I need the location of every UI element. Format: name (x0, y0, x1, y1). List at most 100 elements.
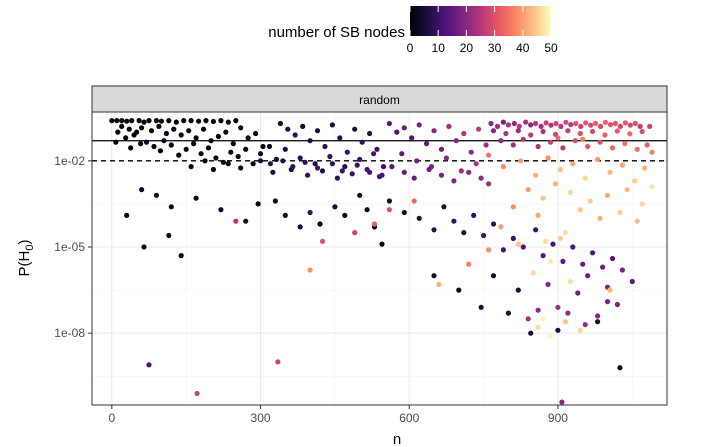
data-point (267, 161, 273, 167)
data-point (139, 125, 145, 131)
data-point (533, 172, 539, 178)
data-point (364, 207, 370, 213)
data-point (515, 287, 521, 293)
data-point (416, 215, 422, 221)
data-point (300, 123, 306, 129)
data-point (545, 281, 551, 287)
data-point (486, 181, 492, 187)
data-point (371, 221, 378, 227)
data-point (327, 153, 333, 160)
data-point (319, 238, 326, 244)
data-point (498, 138, 504, 144)
data-point (136, 118, 142, 124)
data-point (374, 146, 380, 152)
data-point (196, 118, 202, 124)
data-point (582, 322, 588, 328)
data-point (555, 327, 561, 333)
data-point (119, 118, 125, 124)
data-point (305, 172, 311, 178)
data-point (168, 204, 174, 210)
data-point (545, 155, 551, 161)
data-point (228, 149, 234, 155)
data-point (510, 235, 516, 241)
reference-lines (92, 140, 667, 162)
y-axis-title: P(H0) (16, 240, 36, 277)
data-point (210, 166, 216, 173)
data-point (297, 155, 303, 161)
data-point (634, 218, 640, 224)
data-point (498, 224, 504, 230)
data-point (617, 365, 623, 371)
data-point (540, 253, 546, 259)
data-point (334, 175, 340, 181)
data-point (505, 310, 511, 316)
data-point (344, 149, 350, 155)
data-point (161, 138, 167, 144)
grid-minor (92, 112, 667, 405)
data-point (528, 132, 534, 138)
data-point (535, 143, 541, 150)
data-point (352, 230, 358, 236)
data-point (619, 267, 626, 273)
data-point (131, 132, 137, 138)
data-point (607, 122, 614, 128)
data-point (371, 151, 377, 157)
data-point (290, 164, 296, 170)
data-point (438, 172, 445, 178)
data-point (538, 123, 544, 129)
data-point (138, 141, 144, 147)
data-point (627, 131, 633, 137)
data-point (500, 164, 506, 170)
data-point (614, 301, 621, 308)
data-point (431, 227, 437, 233)
y-axis-title-main: P(H (16, 251, 33, 277)
data-point (590, 250, 596, 256)
data-point (329, 122, 335, 128)
facet-label: random (359, 93, 400, 107)
data-point (317, 221, 323, 227)
data-point (587, 198, 593, 204)
data-point (518, 158, 524, 164)
data-point (153, 118, 159, 124)
data-point (604, 192, 611, 198)
data-point (547, 139, 554, 145)
data-point (552, 181, 559, 187)
data-point (188, 164, 194, 170)
data-point (157, 148, 163, 154)
data-point (194, 390, 200, 397)
data-point (171, 126, 177, 132)
data-point (629, 278, 635, 285)
data-point (604, 299, 611, 305)
data-point (426, 166, 432, 173)
data-point (275, 359, 281, 365)
data-point (193, 135, 199, 141)
legend-ticks (409, 6, 552, 36)
data-point (609, 145, 616, 151)
y-tick-label: 1e-02 (54, 154, 85, 168)
data-point (198, 151, 204, 157)
data-point (186, 128, 192, 134)
data-point (414, 158, 420, 164)
data-point (319, 168, 326, 174)
data-point (126, 126, 132, 132)
data-point (585, 143, 591, 150)
data-point (515, 128, 521, 134)
data-point (399, 151, 405, 157)
legend-tick-labels: 0 10 20 30 40 50 (407, 41, 558, 55)
data-point (307, 209, 313, 216)
data-point (166, 232, 172, 239)
data-point (255, 201, 261, 207)
data-point (458, 168, 464, 174)
data-point (602, 132, 608, 138)
data-point (466, 169, 472, 175)
data-point (547, 333, 554, 339)
x-tick-label: 900 (548, 411, 568, 425)
data-point (386, 207, 392, 213)
data-point (602, 119, 609, 125)
data-point (590, 128, 596, 135)
data-point (535, 212, 541, 218)
data-point (543, 120, 549, 126)
x-axis-tick-labels: 0 300 600 900 (108, 411, 568, 425)
data-point (115, 129, 121, 135)
